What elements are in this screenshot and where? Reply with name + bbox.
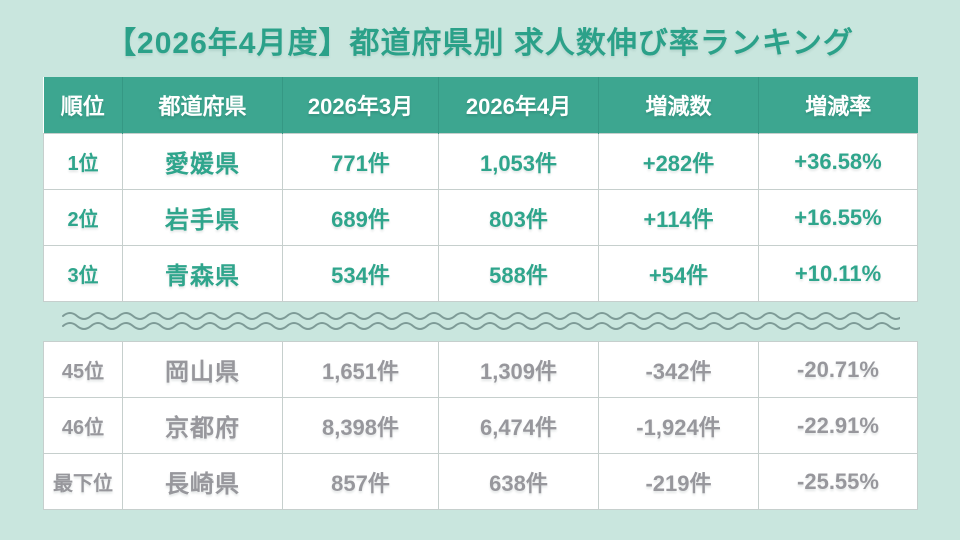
header-prefecture: 都道府県: [122, 77, 283, 134]
march-cell: 8,398件: [282, 397, 439, 454]
april-cell: 1,053件: [438, 133, 599, 190]
diff-cell: +114件: [598, 189, 759, 246]
table-row: 46位 京都府 8,398件 6,474件 -1,924件 -22.91%: [43, 397, 918, 454]
diff-cell: -342件: [598, 341, 759, 398]
rate-cell: -22.91%: [758, 397, 918, 454]
table-row: 2位 岩手県 689件 803件 +114件 +16.55%: [43, 189, 918, 246]
rate-cell: +10.11%: [758, 245, 918, 302]
bottom-ranking-table: 45位 岡山県 1,651件 1,309件 -342件 -20.71% 46位 …: [43, 341, 918, 510]
prefecture-cell: 岡山県: [122, 341, 283, 398]
prefecture-cell: 長崎県: [122, 453, 283, 510]
rank-cell: 45位: [43, 341, 123, 398]
table-row: 1位 愛媛県 771件 1,053件 +282件 +36.58%: [43, 133, 918, 190]
march-cell: 771件: [282, 133, 439, 190]
rate-cell: -25.55%: [758, 453, 918, 510]
march-cell: 689件: [282, 189, 439, 246]
rank-cell: 最下位: [43, 453, 123, 510]
prefecture-cell: 京都府: [122, 397, 283, 454]
april-cell: 588件: [438, 245, 599, 302]
march-cell: 1,651件: [282, 341, 439, 398]
march-cell: 534件: [282, 245, 439, 302]
rate-cell: -20.71%: [758, 341, 918, 398]
diff-cell: -219件: [598, 453, 759, 510]
prefecture-cell: 青森県: [122, 245, 283, 302]
table-row: 3位 青森県 534件 588件 +54件 +10.11%: [43, 245, 918, 302]
header-rate: 増減率: [758, 77, 918, 134]
top-ranking-table: 順位 都道府県 2026年3月 2026年4月 増減数 増減率 1位 愛媛県 7…: [43, 77, 918, 302]
header-rank: 順位: [43, 77, 123, 134]
wavy-divider-icon: [62, 312, 900, 330]
prefecture-cell: 岩手県: [122, 189, 283, 246]
rank-cell: 1位: [43, 133, 123, 190]
rate-cell: +16.55%: [758, 189, 918, 246]
diff-cell: -1,924件: [598, 397, 759, 454]
header-row: 順位 都道府県 2026年3月 2026年4月 増減数 増減率: [43, 77, 918, 134]
april-cell: 638件: [438, 453, 599, 510]
april-cell: 803件: [438, 189, 599, 246]
header-april: 2026年4月: [438, 77, 599, 134]
diff-cell: +54件: [598, 245, 759, 302]
page-title: 【2026年4月度】都道府県別 求人数伸び率ランキング: [106, 27, 854, 60]
april-cell: 6,474件: [438, 397, 599, 454]
rank-cell: 2位: [43, 189, 123, 246]
table-row: 45位 岡山県 1,651件 1,309件 -342件 -20.71%: [43, 341, 918, 398]
table-row: 最下位 長崎県 857件 638件 -219件 -25.55%: [43, 453, 918, 510]
april-cell: 1,309件: [438, 341, 599, 398]
diff-cell: +282件: [598, 133, 759, 190]
rank-cell: 3位: [43, 245, 123, 302]
header-march: 2026年3月: [282, 77, 439, 134]
header-diff: 増減数: [598, 77, 759, 134]
rank-cell: 46位: [43, 397, 123, 454]
march-cell: 857件: [282, 453, 439, 510]
rate-cell: +36.58%: [758, 133, 918, 190]
prefecture-cell: 愛媛県: [122, 133, 283, 190]
